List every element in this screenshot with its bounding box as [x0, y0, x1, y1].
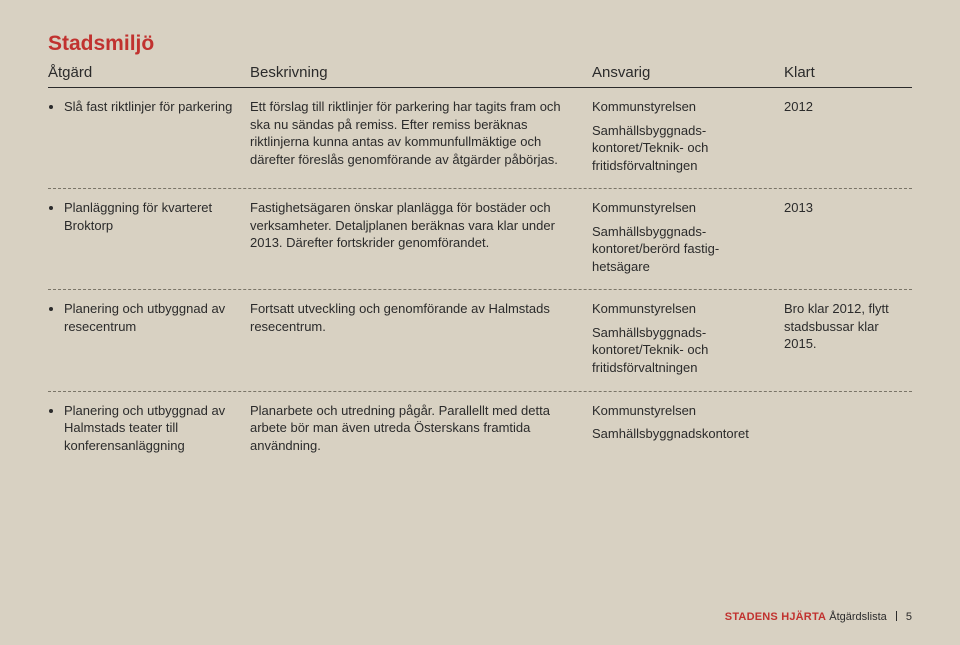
cell-atgard: Planläggning för kvarteret Broktorp — [48, 199, 238, 275]
table-row: Planering och utbyggnad av resecentrum F… — [48, 290, 912, 391]
footer-brand: STADENS HJÄRTA — [725, 611, 826, 623]
beskrivning-text: Ett förslag till riktlinjer för parkerin… — [250, 98, 580, 168]
col-header-ansvarig: Ansvarig — [592, 64, 772, 81]
cell-beskrivning: Planarbete och utredning pågår. Parallel… — [250, 402, 580, 455]
ansvarig-secondary: Samhällsbyggnads­kontoret/Teknik- och fr… — [592, 324, 772, 377]
cell-atgard: Slå fast riktlinjer för parkering — [48, 98, 238, 174]
cell-klart — [784, 402, 912, 455]
cell-klart: 2013 — [784, 199, 912, 275]
section-heading: Stadsmiljö — [48, 32, 912, 56]
klart-text: 2013 — [784, 199, 912, 217]
cell-ansvarig: Kommunstyrelsen Samhällsbyggnads­kontore… — [592, 98, 772, 174]
cell-ansvarig: Kommunstyrelsen Samhällsbyggnads­kontore… — [592, 300, 772, 376]
col-header-atgard: Åtgärd — [48, 64, 238, 81]
cell-atgard: Planering och utbyggnad av resecentrum — [48, 300, 238, 376]
atgard-bullet: Planering och utbyggnad av resecentrum — [64, 300, 238, 335]
footer-sub: Åtgärdslista — [829, 611, 886, 623]
cell-beskrivning: Ett förslag till riktlinjer för parkerin… — [250, 98, 580, 174]
atgard-bullet: Planering och utbyggnad av Halmstads tea… — [64, 402, 238, 455]
footer-page-number: 5 — [906, 611, 912, 623]
cell-klart: Bro klar 2012, flytt stadsbussar klar 20… — [784, 300, 912, 376]
ansvarig-secondary: Samhällsbyggnads­kontoret/berörd fastig­… — [592, 223, 772, 276]
cell-ansvarig: Kommunstyrelsen Samhällsbyggnads­kontore… — [592, 402, 772, 455]
page-footer: STADENS HJÄRTA Åtgärdslista 5 — [725, 611, 912, 623]
cell-beskrivning: Fortsatt utveckling och genomförande av … — [250, 300, 580, 376]
ansvarig-primary: Kommunstyrelsen — [592, 199, 772, 217]
ansvarig-primary: Kommunstyrelsen — [592, 300, 772, 318]
cell-klart: 2012 — [784, 98, 912, 174]
footer-separator — [896, 611, 897, 621]
col-header-beskrivning: Beskrivning — [250, 64, 580, 81]
table-body: Slå fast riktlinjer för parkering Ett fö… — [48, 88, 912, 468]
table-row: Planläggning för kvarteret Broktorp Fast… — [48, 189, 912, 290]
table-header-row: Åtgärd Beskrivning Ansvarig Klart — [48, 64, 912, 85]
ansvarig-secondary: Samhällsbyggnads­kontoret/Teknik- och fr… — [592, 122, 772, 175]
klart-text: Bro klar 2012, flytt stadsbussar klar 20… — [784, 300, 912, 353]
beskrivning-text: Planarbete och utredning pågår. Parallel… — [250, 402, 580, 455]
ansvarig-primary: Kommunstyrelsen — [592, 402, 772, 420]
col-header-klart: Klart — [784, 64, 912, 81]
page: Stadsmiljö Åtgärd Beskrivning Ansvarig K… — [0, 0, 960, 645]
table-row: Slå fast riktlinjer för parkering Ett fö… — [48, 88, 912, 189]
beskrivning-text: Fastighetsägaren önskar planlägga för bo… — [250, 199, 580, 252]
beskrivning-text: Fortsatt utveckling och genomförande av … — [250, 300, 580, 335]
atgard-bullet: Slå fast riktlinjer för parkering — [64, 98, 238, 116]
klart-text: 2012 — [784, 98, 912, 116]
cell-atgard: Planering och utbyggnad av Halmstads tea… — [48, 402, 238, 455]
ansvarig-primary: Kommunstyrelsen — [592, 98, 772, 116]
cell-ansvarig: Kommunstyrelsen Samhällsbyggnads­kontore… — [592, 199, 772, 275]
cell-beskrivning: Fastighetsägaren önskar planlägga för bo… — [250, 199, 580, 275]
ansvarig-secondary: Samhällsbyggnads­kontoret — [592, 425, 772, 443]
table-row: Planering och utbyggnad av Halmstads tea… — [48, 392, 912, 469]
atgard-bullet: Planläggning för kvarteret Broktorp — [64, 199, 238, 234]
